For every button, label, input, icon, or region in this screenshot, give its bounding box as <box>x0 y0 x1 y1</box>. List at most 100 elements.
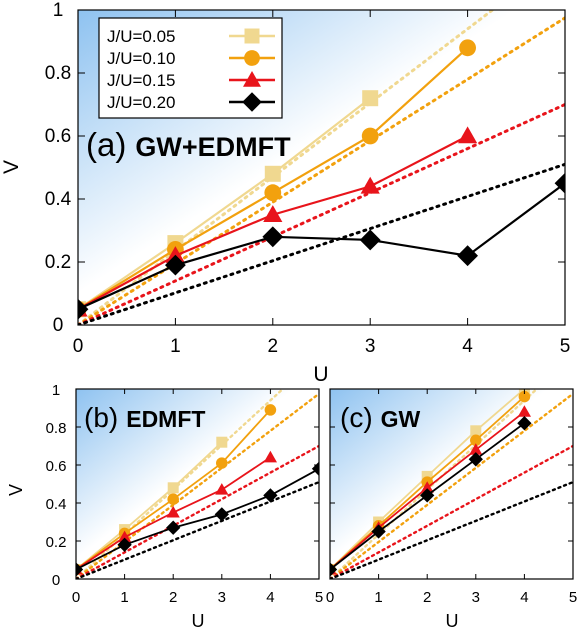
panel-b-series-4-point <box>76 562 84 577</box>
panel-b-frame <box>75 388 320 580</box>
panel-a-reference-line-1 <box>78 10 495 325</box>
panel-b-series-4-point <box>263 488 278 503</box>
panel-b-series-line-4 <box>76 468 319 571</box>
panel-c-series-4-point <box>330 562 338 577</box>
panel-c-series-3-point <box>517 405 531 417</box>
panel-b-series-4-point <box>117 537 132 552</box>
legend-marker-2 <box>244 50 260 66</box>
panel-b-ylabel: V <box>6 484 26 496</box>
panel-b-title: (b) EDMFT <box>84 402 205 433</box>
panel-b-series-3-point <box>118 530 132 543</box>
panel-b-reference-line-4 <box>76 480 319 579</box>
panel-a-series-3-point <box>458 126 478 144</box>
panel-c-title-bold: GW <box>381 406 421 432</box>
panel-b-series-1-point <box>167 482 179 494</box>
panel-a-series-3-point <box>360 176 380 194</box>
panel-b-series-4-point <box>214 507 229 522</box>
panel-c-title: (c) GW <box>340 402 421 433</box>
panel-a-series <box>78 39 565 320</box>
panel-a: 0 1 2 3 4 5 0 0.2 0.4 0.6 0.8 1 U V (a) GW+EDMFT J/U… <box>0 0 571 386</box>
panel-a-xtick-label: 4 <box>462 336 473 357</box>
panel-a-reference-line-2 <box>78 16 565 325</box>
panel-b-xtick-label: 1 <box>120 589 128 606</box>
panel-a-reference-lines <box>78 10 565 325</box>
panel-a-frame <box>77 9 566 326</box>
panel-b-xtick-label: 3 <box>218 589 226 606</box>
panel-b-series-3-point <box>215 483 229 495</box>
panel-c-xtick-label: 5 <box>569 589 577 606</box>
panel-c-frame <box>329 388 574 580</box>
legend-label-2: J/U=0.10 <box>107 49 176 68</box>
panel-c-title-prefix: (c) <box>340 402 373 433</box>
panel-a-series-4-point <box>554 172 565 194</box>
panel-b-series-2-point <box>264 404 277 416</box>
panel-c-series-4-point <box>371 524 386 539</box>
panel-a-series-line-1 <box>78 97 371 311</box>
panel-a-xtick-label: 5 <box>560 336 571 357</box>
panel-a-series-4-point <box>457 245 478 267</box>
panel-a-ticks: 0 1 2 3 4 5 0 0.2 0.4 0.6 0.8 1 <box>45 0 571 357</box>
panel-b-series <box>76 404 319 577</box>
panel-b-series-2-point <box>167 493 179 505</box>
panel-c-background <box>330 389 573 579</box>
panel-c-series <box>330 389 532 577</box>
panel-a-title-prefix: (a) <box>86 126 126 163</box>
panel-a-ytick-label: 0.2 <box>45 252 71 273</box>
panel-b-xtick-label: 4 <box>266 589 274 606</box>
panel-a-series-4-point <box>165 254 186 276</box>
panel-c-xtick-label: 0 <box>326 589 334 606</box>
legend-marker-4 <box>242 92 262 112</box>
panel-c-xtick-label: 4 <box>520 589 528 606</box>
panel-c-xlabel: U <box>446 611 459 631</box>
panel-a-series-2-point <box>264 184 282 202</box>
panel-b-xlabel: U <box>192 611 205 631</box>
panel-a-series-line-4 <box>78 182 565 311</box>
panel-a-xlabel: U <box>313 363 328 386</box>
panel-a-ytick-label: 0.6 <box>45 126 71 147</box>
panel-b-ticks: 0 1 2 3 4 5 0 0.2 0.4 0.6 0.8 1 <box>46 382 324 606</box>
panel-a-series-3-point <box>263 205 283 222</box>
panel-b-ytick-label: 1 <box>52 382 60 399</box>
panel-c-series-4-point <box>517 416 532 431</box>
panel-c-series-3-point <box>469 443 483 455</box>
panel-b-title-prefix: (b) <box>84 402 118 433</box>
legend: J/U=0.05 J/U=0.10 J/U=0.15 J/U=0.20 <box>98 17 283 119</box>
panel-b-series-3-point <box>166 505 180 518</box>
panel-b-ytick-label: 0.4 <box>46 496 67 513</box>
panel-c-reference-line-1 <box>330 389 539 579</box>
panel-c-ticks: 0 1 2 3 4 5 <box>326 388 577 606</box>
panel-b-series-line-1 <box>76 441 223 571</box>
panel-b-title-bold: EDMFT <box>126 406 205 432</box>
panel-c-xtick-label: 1 <box>374 589 382 606</box>
panel-a-series-1-point <box>264 165 281 182</box>
panel-a-ytick-label: 0.4 <box>45 189 72 210</box>
panel-a-series-4-point <box>262 226 284 248</box>
panel-c-series-3-point <box>420 481 434 493</box>
panel-c: 0 1 2 3 4 5 U (c) GW <box>326 388 577 631</box>
panel-a-ytick-label: 0.8 <box>45 63 71 84</box>
panel-b-xtick-label: 5 <box>315 589 323 606</box>
panel-a-ylabel: V <box>0 160 23 174</box>
panel-a-ytick-label: 0 <box>53 315 64 336</box>
panel-b-ytick-label: 0 <box>52 572 60 589</box>
legend-label-1: J/U=0.05 <box>107 27 176 46</box>
panel-a-series-2-point <box>459 39 476 57</box>
panel-a-title-bold: GW+EDMFT <box>135 132 291 162</box>
panel-c-series-1-point <box>470 425 482 437</box>
panel-b-series-1-point <box>216 436 228 448</box>
panel-a-series-3-point <box>165 246 185 263</box>
panel-b-series-2-point <box>216 457 228 469</box>
panel-a-series-4-point <box>359 229 381 251</box>
panel-b-series-3-point <box>263 450 277 463</box>
panel-a-series-1-point <box>362 90 379 107</box>
panel-b-xtick-label: 0 <box>72 589 80 606</box>
legend-marker-1 <box>244 28 260 44</box>
panel-a-reference-line-4 <box>78 162 565 325</box>
panel-b-ytick-label: 0.6 <box>46 458 67 475</box>
panel-c-xtick-label: 2 <box>423 589 431 606</box>
panel-b-reference-line-3 <box>76 444 319 579</box>
panel-c-reference-line-4 <box>330 480 573 579</box>
panel-b-series-4-point <box>166 520 181 535</box>
panel-a-xtick-label: 0 <box>73 336 84 357</box>
